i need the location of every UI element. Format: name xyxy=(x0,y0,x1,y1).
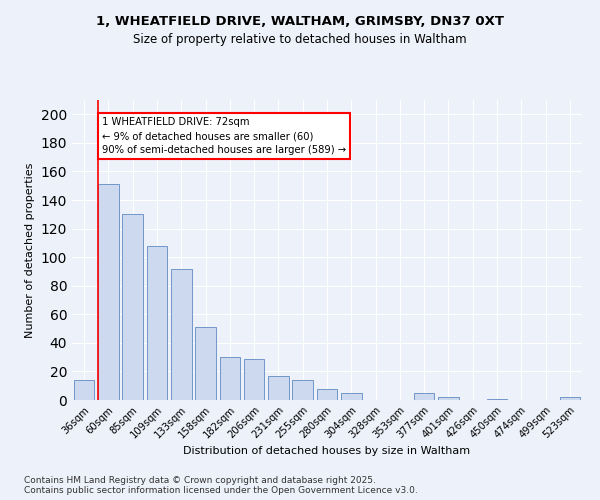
Bar xyxy=(122,214,143,400)
X-axis label: Distribution of detached houses by size in Waltham: Distribution of detached houses by size … xyxy=(184,446,470,456)
Bar xyxy=(341,393,362,400)
Bar xyxy=(98,184,119,400)
Text: Contains HM Land Registry data © Crown copyright and database right 2025.
Contai: Contains HM Land Registry data © Crown c… xyxy=(24,476,418,495)
Text: 1 WHEATFIELD DRIVE: 72sqm
← 9% of detached houses are smaller (60)
90% of semi-d: 1 WHEATFIELD DRIVE: 72sqm ← 9% of detach… xyxy=(102,117,346,155)
Bar xyxy=(195,327,216,400)
Text: 1, WHEATFIELD DRIVE, WALTHAM, GRIMSBY, DN37 0XT: 1, WHEATFIELD DRIVE, WALTHAM, GRIMSBY, D… xyxy=(96,15,504,28)
Bar xyxy=(220,357,240,400)
Y-axis label: Number of detached properties: Number of detached properties xyxy=(25,162,35,338)
Bar xyxy=(268,376,289,400)
Bar xyxy=(146,246,167,400)
Bar xyxy=(438,397,459,400)
Bar xyxy=(171,268,191,400)
Bar xyxy=(292,380,313,400)
Bar xyxy=(317,388,337,400)
Bar xyxy=(244,358,265,400)
Bar xyxy=(560,397,580,400)
Text: Size of property relative to detached houses in Waltham: Size of property relative to detached ho… xyxy=(133,32,467,46)
Bar xyxy=(487,398,508,400)
Bar xyxy=(414,393,434,400)
Bar xyxy=(74,380,94,400)
